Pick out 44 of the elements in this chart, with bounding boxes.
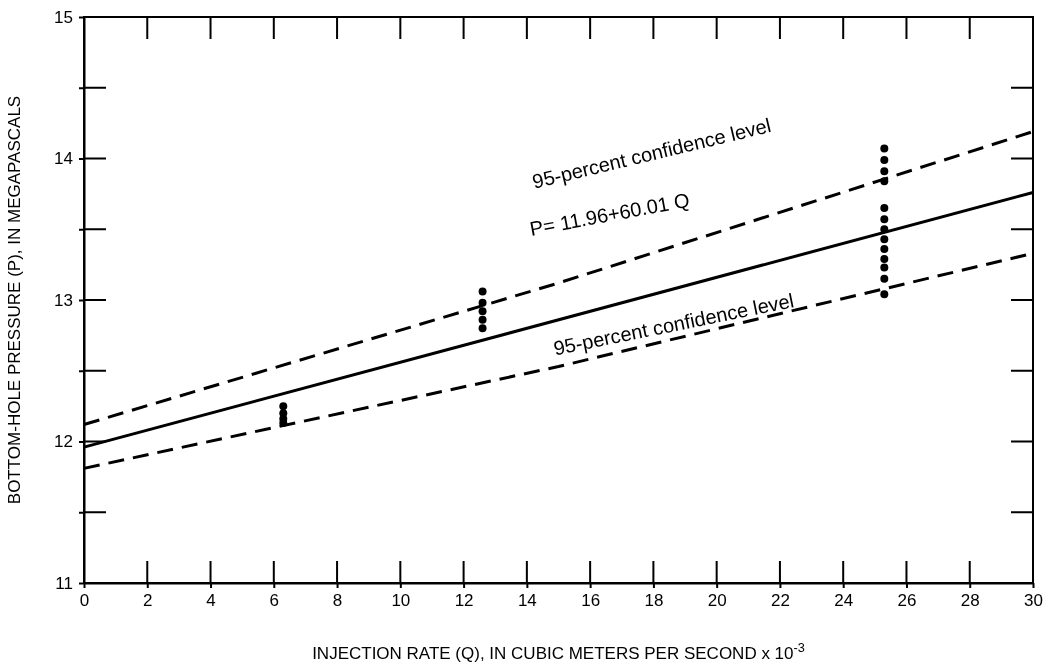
- annotation: 95-percent confidence level: [551, 289, 796, 360]
- point: [478, 287, 487, 296]
- x-tick-label: 16: [581, 591, 601, 611]
- point: [880, 215, 889, 224]
- point: [880, 274, 889, 283]
- y-tick-label: 11: [55, 573, 73, 593]
- point: [880, 204, 889, 213]
- y-axis-title: BOTTOM-HOLE PRESSURE (P), IN MEGAPASCALS: [5, 95, 24, 505]
- x-tick-label: 26: [897, 591, 917, 611]
- x-tick-label: 10: [391, 591, 411, 611]
- point: [880, 177, 889, 186]
- point: [478, 324, 487, 333]
- x-tick-label: 30: [1024, 591, 1043, 611]
- y-tick-label: 14: [54, 149, 73, 169]
- x-tick-label: 6: [269, 591, 280, 611]
- y-tick-label: 13: [54, 290, 73, 310]
- x-tick-label: 20: [707, 591, 727, 611]
- x-tick-label: 14: [517, 591, 537, 611]
- point: [880, 254, 889, 263]
- point: [880, 235, 889, 244]
- y-tick-label: 12: [54, 432, 73, 452]
- x-tick-label: 28: [960, 591, 980, 611]
- x-tick-label: 2: [143, 591, 153, 611]
- point: [880, 225, 889, 234]
- x-tick-label: 12: [454, 591, 474, 611]
- point: [478, 315, 487, 324]
- point: [279, 402, 288, 411]
- x-tick-label: 24: [834, 591, 854, 611]
- point: [478, 307, 487, 316]
- y-tick-label: 15: [54, 7, 73, 27]
- x-tick-label: 0: [79, 591, 90, 611]
- point: [279, 419, 288, 428]
- point: [478, 298, 487, 307]
- x-tick-label: 4: [206, 591, 216, 611]
- point: [880, 290, 889, 299]
- point: [880, 245, 889, 254]
- x-axis-title: INJECTION RATE (Q), IN CUBIC METERS PER SECOND x 10$^{-3}$: [312, 639, 805, 663]
- x-tick-label: 22: [770, 591, 790, 611]
- point: [880, 144, 889, 153]
- point: [880, 155, 889, 164]
- point: [880, 263, 889, 272]
- x-tick-label: 18: [644, 591, 664, 611]
- point: [880, 167, 889, 176]
- x-tick-label: 8: [332, 591, 343, 611]
